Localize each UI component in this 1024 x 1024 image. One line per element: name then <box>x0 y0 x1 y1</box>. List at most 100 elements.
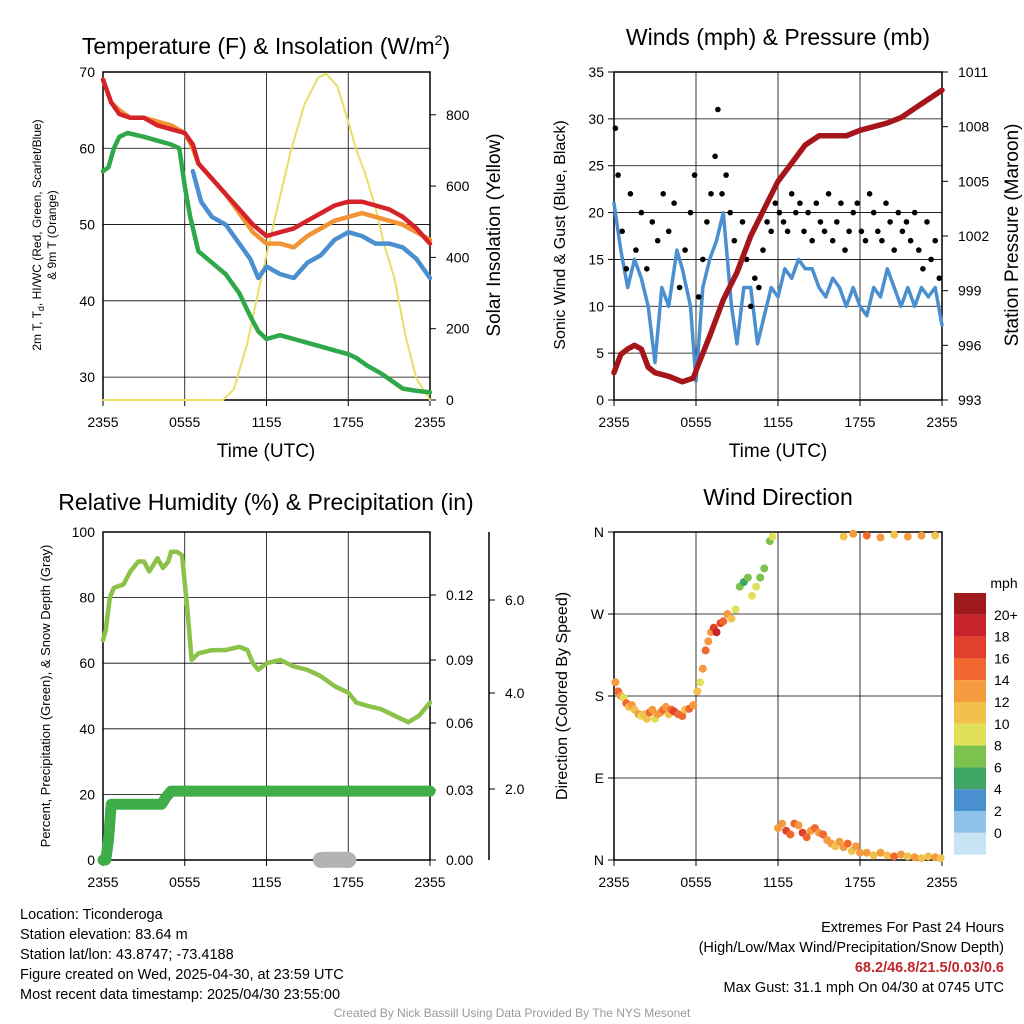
wind-direction-title: Wind Direction <box>703 484 853 510</box>
snow-ytick-label: 4.0 <box>505 685 525 701</box>
gust-point <box>665 228 672 235</box>
direction-point <box>839 532 848 541</box>
temperature-ylabel-line2: & 9m T (Orange) <box>45 190 59 280</box>
gust-point <box>788 191 795 197</box>
direction-point <box>731 605 740 614</box>
gust-point <box>928 256 934 263</box>
gust-point <box>846 228 852 235</box>
legend-label: 2 <box>994 803 1002 819</box>
gust-point <box>813 200 820 206</box>
precip-ytick-label: 0.00 <box>446 852 473 868</box>
winds-title: Winds (mph) & Pressure (mb) <box>626 24 930 50</box>
direction-point <box>727 614 736 623</box>
wind-y2tick-label: 996 <box>958 337 982 353</box>
gust-point <box>764 219 770 225</box>
gust-point <box>676 284 683 291</box>
winds-y2label: Station Pressure (Maroon) <box>1002 124 1023 347</box>
direction-point <box>756 573 765 582</box>
precip-ytick-label: 0.06 <box>446 715 473 731</box>
temperature-y2label: Solar Insolation (Yellow) <box>484 133 505 336</box>
legend-swatch <box>954 789 986 811</box>
gust-point <box>866 191 873 197</box>
legend-swatch <box>954 702 986 724</box>
gust-point <box>920 266 926 272</box>
legend-swatch <box>954 680 986 702</box>
gust-point <box>612 125 619 131</box>
dir-xtick-label: 0555 <box>680 874 711 890</box>
direction-point <box>712 628 721 637</box>
direction-point <box>648 705 657 714</box>
temp-xtick-label: 2355 <box>87 414 118 430</box>
direction-point <box>897 850 905 859</box>
humidity-line <box>100 549 433 725</box>
gust-point <box>895 209 902 216</box>
direction-point <box>890 852 899 861</box>
direction-point <box>689 701 698 710</box>
direction-point <box>876 848 885 857</box>
gust-point <box>654 237 661 244</box>
wind-y2tick-label: 999 <box>958 283 982 299</box>
gust-point <box>924 219 930 225</box>
latlon-text: Station lat/lon: 43.8747; -73.4188 <box>20 947 234 963</box>
temp-ytick-label: 60 <box>79 140 95 156</box>
insolation-line <box>102 72 431 401</box>
gust-point <box>615 172 621 178</box>
max-gust-text: Max Gust: 31.1 mph On 04/30 at 0745 UTC <box>723 980 1004 996</box>
gust-point <box>768 228 774 235</box>
legend-swatch <box>954 636 986 659</box>
direction-point <box>719 617 728 626</box>
gust-point <box>784 228 791 235</box>
gust-point <box>727 209 733 216</box>
winds-xlabel: Time (UTC) <box>729 441 828 462</box>
direction-point <box>743 573 752 582</box>
wind-xtick-label: 2355 <box>926 414 957 430</box>
legend-label: 16 <box>994 650 1010 666</box>
gust-point <box>903 219 910 225</box>
wind-y2tick-label: 1005 <box>958 173 989 189</box>
wind-y2tick-label: 1002 <box>958 228 989 244</box>
wind-y2tick-label: 993 <box>958 392 982 408</box>
legend-label: 0 <box>994 825 1002 841</box>
temp-xtick-label: 0555 <box>169 414 200 430</box>
humidity-ylabel: Percent, Precipitation (Green), & Snow D… <box>38 545 53 848</box>
gust-point <box>752 275 758 282</box>
gust-point <box>817 219 824 225</box>
gust-point <box>907 237 914 244</box>
temp-y2tick-label: 600 <box>446 178 470 194</box>
legend-label: 10 <box>994 716 1010 732</box>
dir-xtick-label: 1755 <box>844 874 875 890</box>
direction-point <box>917 531 926 540</box>
legend-label: 4 <box>994 781 1002 797</box>
wind-chill-line <box>190 168 433 281</box>
direction-point <box>748 591 756 600</box>
extremes-subtitle: (High/Low/Max Wind/Precipitation/Snow De… <box>698 940 1004 956</box>
humidity-title: Relative Humidity (%) & Precipitation (i… <box>58 489 473 515</box>
temp-ytick-label: 40 <box>79 293 95 309</box>
legend-swatch <box>954 723 986 746</box>
wind-ytick-label: 35 <box>588 64 604 80</box>
gust-point <box>916 247 922 253</box>
gust-point <box>638 209 645 216</box>
gust-point <box>850 209 856 216</box>
temp-2m-line <box>100 77 433 246</box>
legend-swatch <box>954 811 986 833</box>
rh-xtick-label: 1155 <box>251 874 281 890</box>
gust-point <box>772 200 779 206</box>
credit-text: Created By Nick Bassill Using Data Provi… <box>333 1006 691 1020</box>
gust-point <box>801 228 807 235</box>
direction-point <box>819 830 828 839</box>
direction-point <box>931 531 940 540</box>
wind-speed-line <box>612 201 944 384</box>
gust-point <box>932 237 938 244</box>
wind-xtick-label: 1755 <box>844 414 875 430</box>
precip-ytick-label: 0.03 <box>446 782 473 798</box>
gust-point <box>805 209 811 216</box>
gust-point <box>809 237 815 244</box>
gust-point <box>747 303 754 310</box>
direction-point <box>760 564 769 573</box>
direction-point <box>924 852 933 861</box>
gust-point <box>723 172 729 178</box>
wind-xtick-label: 0555 <box>680 414 711 430</box>
direction-point <box>611 678 620 687</box>
gust-point <box>712 153 718 160</box>
